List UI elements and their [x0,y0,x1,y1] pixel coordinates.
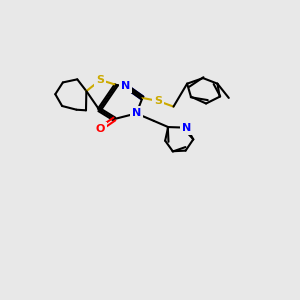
Text: N: N [121,81,130,91]
Text: O: O [95,124,105,134]
Text: N: N [132,108,141,118]
Text: S: S [154,96,162,106]
Text: N: N [182,123,192,133]
Text: S: S [96,75,104,85]
